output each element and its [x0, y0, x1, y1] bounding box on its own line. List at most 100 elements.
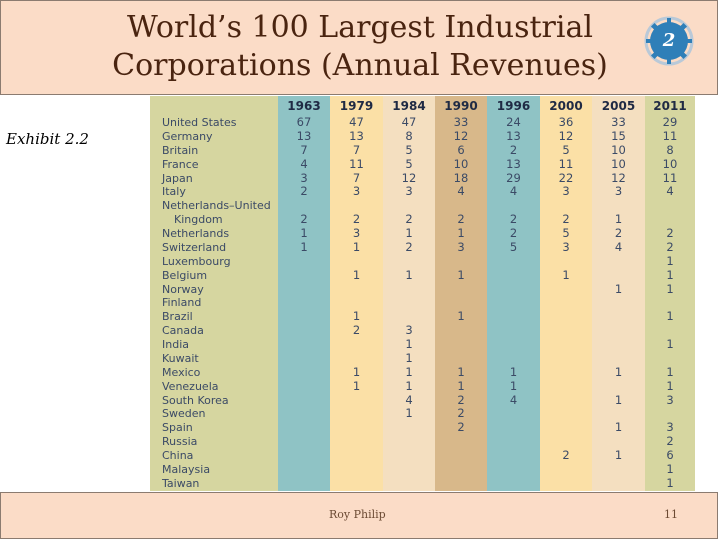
value-cell — [540, 324, 592, 338]
value-cell: 3 — [383, 323, 435, 338]
country-cell: Malaysia — [150, 462, 278, 477]
value-cell: 1 — [330, 379, 383, 394]
value-cell: 47 — [330, 115, 383, 130]
country-cell: United States — [150, 116, 278, 130]
header-year: 1990 — [435, 96, 487, 116]
table-row: Canada 2 3 — [150, 323, 695, 338]
footer-band — [0, 492, 718, 539]
value-cell: 3 — [540, 240, 592, 255]
value-cell — [435, 462, 487, 477]
country-cell: Kuwait — [150, 351, 278, 366]
value-cell — [540, 365, 592, 380]
value-cell: 7 — [278, 143, 330, 158]
country-cell: India — [150, 338, 278, 352]
value-cell: 1 — [435, 309, 487, 325]
value-cell — [330, 393, 383, 408]
value-cell: 2 — [592, 226, 645, 241]
value-cell — [487, 435, 540, 449]
value-cell: 1 — [487, 365, 540, 380]
value-cell: 2 — [487, 212, 540, 227]
value-cell: 1 — [278, 226, 330, 241]
table-row: Netherlands 1 3 1 1 2 5 2 2 — [150, 226, 695, 241]
value-cell: 1 — [645, 379, 695, 394]
table-row: France 4 11 5 10 13 11 10 10 — [150, 157, 695, 172]
value-cell — [487, 476, 540, 491]
value-cell — [487, 338, 540, 352]
value-cell: 29 — [487, 171, 540, 186]
value-cell: 4 — [435, 184, 487, 200]
value-cell — [330, 338, 383, 352]
value-cell: 7 — [330, 171, 383, 186]
value-cell: 1 — [645, 462, 695, 477]
table-row: Britain 7 7 5 6 2 5 10 8 — [150, 143, 695, 158]
value-cell — [592, 435, 645, 449]
value-cell — [278, 282, 330, 297]
value-cell — [278, 338, 330, 352]
value-cell: 1 — [383, 351, 435, 366]
value-cell: 3 — [330, 226, 383, 241]
value-cell — [278, 365, 330, 380]
value-cell: 4 — [487, 393, 540, 408]
value-cell: 1 — [487, 379, 540, 394]
value-cell: 1 — [645, 365, 695, 380]
value-cell: 33 — [592, 115, 645, 130]
table-row: Taiwan 1 — [150, 476, 695, 491]
value-cell — [435, 435, 487, 449]
value-cell — [278, 421, 330, 436]
table-row: Malaysia 1 — [150, 462, 695, 477]
header-year: 2000 — [540, 96, 592, 116]
value-cell — [540, 435, 592, 449]
value-cell — [487, 462, 540, 477]
value-cell — [383, 282, 435, 297]
value-cell — [540, 310, 592, 325]
value-cell: 29 — [645, 115, 695, 130]
table-row: Germany 13 13 8 12 13 12 15 11 — [150, 129, 695, 144]
value-cell — [487, 324, 540, 338]
value-cell: 3 — [540, 184, 592, 200]
value-cell — [383, 449, 435, 463]
value-cell: 1 — [592, 282, 645, 297]
value-cell: 3 — [383, 184, 435, 200]
title-band — [0, 0, 718, 95]
value-cell: 3 — [645, 420, 695, 436]
value-cell: 1 — [540, 268, 592, 283]
value-cell: 2 — [435, 406, 487, 422]
table-row: Mexico 1 1 1 1 1 1 — [150, 365, 695, 380]
value-cell — [540, 199, 592, 214]
value-cell: 1 — [592, 420, 645, 436]
value-cell — [383, 421, 435, 436]
value-cell: 22 — [540, 171, 592, 186]
country-cell: Italy — [150, 185, 278, 200]
value-cell: 12 — [540, 129, 592, 144]
value-cell: 1 — [435, 365, 487, 380]
value-cell: 1 — [330, 268, 383, 283]
table-row: Japan 3 7 12 18 29 22 12 11 — [150, 171, 695, 186]
value-cell: 6 — [645, 448, 695, 463]
value-cell — [330, 282, 383, 297]
table-row: Russia 2 — [150, 434, 695, 449]
table-row: United States 67 47 47 33 24 36 33 29 — [150, 115, 695, 130]
value-cell: 5 — [383, 157, 435, 172]
value-cell: 2 — [435, 393, 487, 408]
value-cell: 5 — [540, 143, 592, 158]
page-number: 11 — [664, 508, 678, 521]
value-cell — [592, 268, 645, 283]
value-cell — [592, 199, 645, 214]
value-cell — [330, 254, 383, 269]
value-cell — [278, 449, 330, 463]
value-cell: 15 — [592, 129, 645, 144]
value-cell — [540, 393, 592, 408]
value-cell — [592, 407, 645, 422]
value-cell — [383, 435, 435, 449]
value-cell — [592, 338, 645, 352]
value-cell: 1 — [330, 309, 383, 325]
value-cell: 11 — [645, 171, 695, 186]
table-row: Switzerland 1 1 2 3 5 3 4 2 — [150, 240, 695, 255]
value-cell: 2 — [330, 212, 383, 227]
value-cell — [540, 351, 592, 366]
value-cell: 1 — [383, 226, 435, 241]
country-cell: Netherlands–United — [150, 199, 278, 214]
value-cell: 12 — [435, 129, 487, 144]
table-row: Netherlands–United — [150, 199, 695, 214]
value-cell: 11 — [330, 157, 383, 172]
